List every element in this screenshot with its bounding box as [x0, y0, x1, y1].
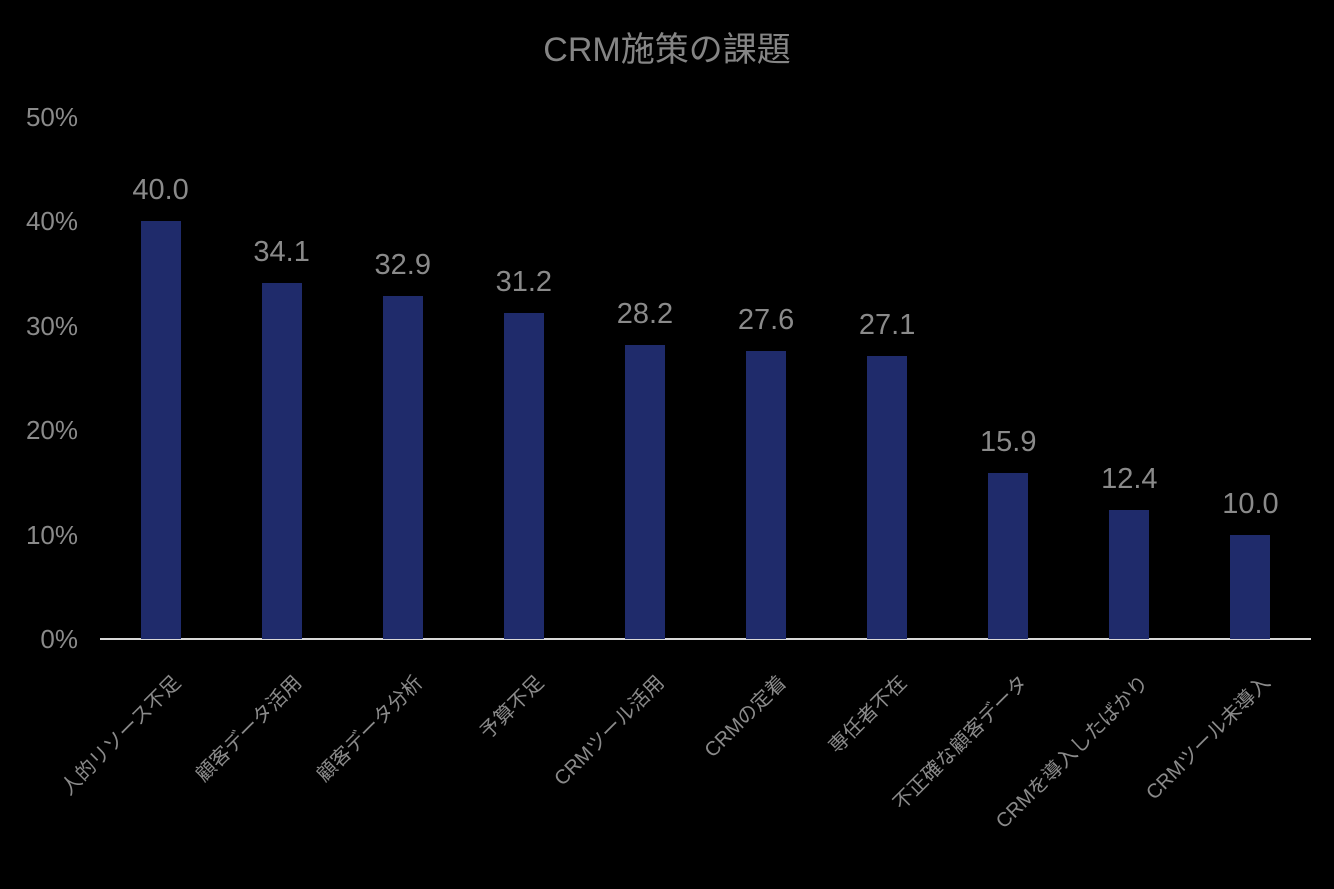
bar-value-label: 32.9: [374, 248, 431, 281]
y-tick-label: 50%: [25, 102, 78, 132]
category-label: 専任者不在: [825, 671, 912, 758]
category-label: CRMツール活用: [550, 671, 670, 791]
bar-value-label: 27.1: [858, 309, 916, 342]
y-tick-label: 20%: [25, 415, 78, 446]
category-label: 顧客データ活用: [191, 671, 306, 787]
category-label: 顧客データ分析: [312, 671, 428, 787]
category-label: CRMの定着: [700, 671, 791, 762]
bar-value-label: 27.6: [737, 303, 795, 336]
chart-title: CRM施策の課題: [543, 31, 791, 69]
bar: [261, 283, 302, 639]
bar-value-label: 31.2: [495, 266, 553, 299]
y-tick-label: 0%: [40, 624, 78, 654]
bar-value-label: 15.9: [980, 426, 1037, 459]
y-tick-label: 40%: [25, 206, 78, 237]
category-label: CRMツール未導入: [1142, 671, 1275, 805]
y-tick-label: 10%: [25, 519, 78, 550]
bar: [382, 295, 423, 639]
x-axis-line: [100, 638, 1311, 640]
bar-value-label: 28.2: [616, 297, 674, 330]
category-label: 不正確な顧客データ: [889, 671, 1033, 815]
category-label: 予算不足: [475, 671, 549, 744]
bar-value-label: 34.1: [253, 236, 310, 268]
bar: [140, 221, 181, 639]
category-labels: 人的リソース不足 顧客データ活用 顧客データ分析 予算不足 CRMツール活用 CRMの定着…: [57, 641, 1311, 889]
bar: [503, 313, 544, 639]
bar: [988, 473, 1029, 639]
bar: [624, 344, 665, 639]
bar-value-label: 12.4: [1101, 462, 1158, 495]
y-axis: 0% 10% 20% 30% 40% 50%: [0, 0, 78, 889]
bar: [746, 350, 787, 639]
bar: [1109, 509, 1150, 639]
y-tick-label: 30%: [25, 310, 78, 341]
bar-value-label: 40.0: [132, 174, 189, 207]
bar-value-label: 10.0: [1222, 487, 1279, 520]
bar: [1230, 534, 1271, 639]
plot-area: 40.0 34.1 32.9 31.2 28.2 27.6 27.1 15.9 12.4 10.0: [100, 117, 1311, 639]
bar: [867, 356, 908, 639]
